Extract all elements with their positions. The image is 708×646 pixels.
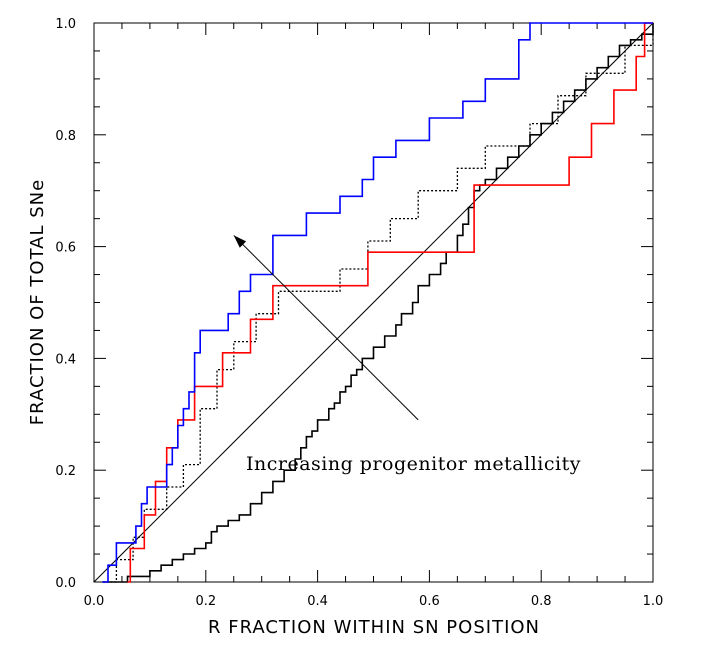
series-black-solid-line <box>102 23 654 583</box>
x-tick-label: 0.4 <box>307 594 328 609</box>
y-tick-label: 0.2 <box>55 464 76 479</box>
x-axis-title: R FRACTION WITHIN SN POSITION <box>208 617 540 638</box>
series-layer <box>93 22 654 583</box>
x-tick-label: 0.0 <box>84 594 105 609</box>
y-tick-label: 1.0 <box>55 17 76 32</box>
x-tick-label: 0.6 <box>419 594 440 609</box>
series-red-line <box>127 22 653 583</box>
annotation-arrowhead <box>233 235 247 248</box>
x-tick-label: 0.8 <box>531 594 552 609</box>
x-tick-label: 1.0 <box>643 594 664 609</box>
x-tick-label: 0.2 <box>195 594 216 609</box>
y-tick-label: 0.6 <box>55 241 76 256</box>
series-black-dotted-line <box>102 23 654 583</box>
y-tick-label: 0.4 <box>55 352 76 367</box>
diagonal-reference-line <box>93 22 654 583</box>
y-tick-label: 0.8 <box>55 129 76 144</box>
annotation-arrow <box>233 235 419 421</box>
plot-area: 0.0 0.2 0.4 0.6 0.8 1.0 0.0 0.2 0.4 0.6 0.8 1.0 <box>55 17 663 609</box>
annotation-layer: Increasing progenitor metallicity <box>233 235 581 475</box>
series-blue-line <box>102 22 653 583</box>
y-axis-title: FRACTION OF TOTAL SNe <box>27 179 48 425</box>
annotation-text: Increasing progenitor metallicity <box>246 453 581 475</box>
y-tick-label: 0.0 <box>55 576 76 591</box>
